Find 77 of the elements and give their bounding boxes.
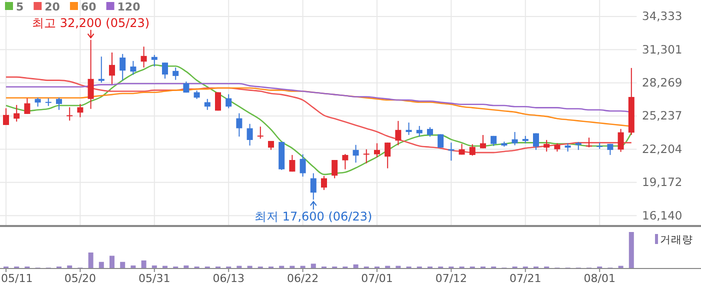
x-tick-label: 07/01 [361,272,393,285]
candlestick [120,53,126,82]
candlestick [416,125,422,138]
candlestick [151,54,158,68]
candlestick [24,98,30,114]
candlestick [586,137,592,148]
candlestick [384,142,391,169]
candlestick [321,175,327,190]
annotation: 최저 17,600 (06/23) [254,210,372,224]
line-series [5,76,632,154]
bar [152,265,157,268]
candlestick [512,131,518,146]
candlestick [480,134,486,149]
candlestick [332,160,338,179]
candlestick [162,62,168,80]
candlestick [172,67,179,80]
candlestick [109,52,115,84]
legend-label: 거래량 [660,234,693,246]
y-tick-label: 31,301 [642,42,682,56]
candlestick [140,46,147,68]
y-tick-label: 22,204 [642,142,682,156]
x-tick-label: 08/01 [584,272,616,285]
candlestick [533,132,539,150]
candlestick [342,153,348,170]
x-tick-label: 05/11 [1,272,33,285]
candlestick [77,103,84,118]
candlestick [374,142,380,158]
candlestick [226,94,232,109]
x-tick-label: 07/12 [435,272,468,285]
legend-label: 20 [44,0,60,14]
candlestick [406,122,412,136]
y-tick-label: 19,172 [642,175,682,190]
x-tick-label: 05/20 [64,272,96,285]
bar [141,260,146,268]
x-tick-label: 07/21 [510,272,542,285]
x-tick-label: 06/22 [286,272,319,285]
y-tick-label: 16,140 [642,208,682,222]
bar [67,265,72,268]
candlestick [544,139,550,152]
bar [184,265,189,268]
bar [120,262,126,268]
candlestick [246,123,253,146]
candlestick [66,106,73,122]
candlestick [469,144,476,156]
bar [353,264,358,268]
candlestick [3,108,9,126]
legend-label: 60 [80,0,97,14]
bar [130,265,136,268]
candlestick [395,120,402,146]
y-tick-label: 34,333 [642,9,682,24]
candlestick [236,112,242,138]
candlestick [98,56,104,84]
legend-label: 5 [16,0,24,14]
candlestick [56,97,62,110]
x-tick-label: 06/13 [212,272,244,285]
candlestick [427,126,433,138]
candlestick [130,60,136,76]
candlestick [310,172,316,200]
candlestick [14,104,20,122]
bar [310,264,316,268]
x-tick-label: 05/31 [138,272,170,285]
bar [110,256,114,268]
bar [628,232,634,268]
y-tick-label: 25,237 [642,108,682,123]
candlestick [257,126,264,140]
candlestick [88,39,94,110]
annotation: 최고 32,200 (05/23) [32,16,150,30]
candlestick [352,144,359,164]
bar [98,262,104,268]
candlestick [204,98,210,110]
candlestick [300,154,306,178]
legend-label: 120 [117,0,141,14]
candlestick [618,128,624,152]
y-tick-label: 28,269 [642,76,682,90]
candlestick [363,148,370,164]
candlestick [289,154,296,172]
bar [88,252,94,268]
